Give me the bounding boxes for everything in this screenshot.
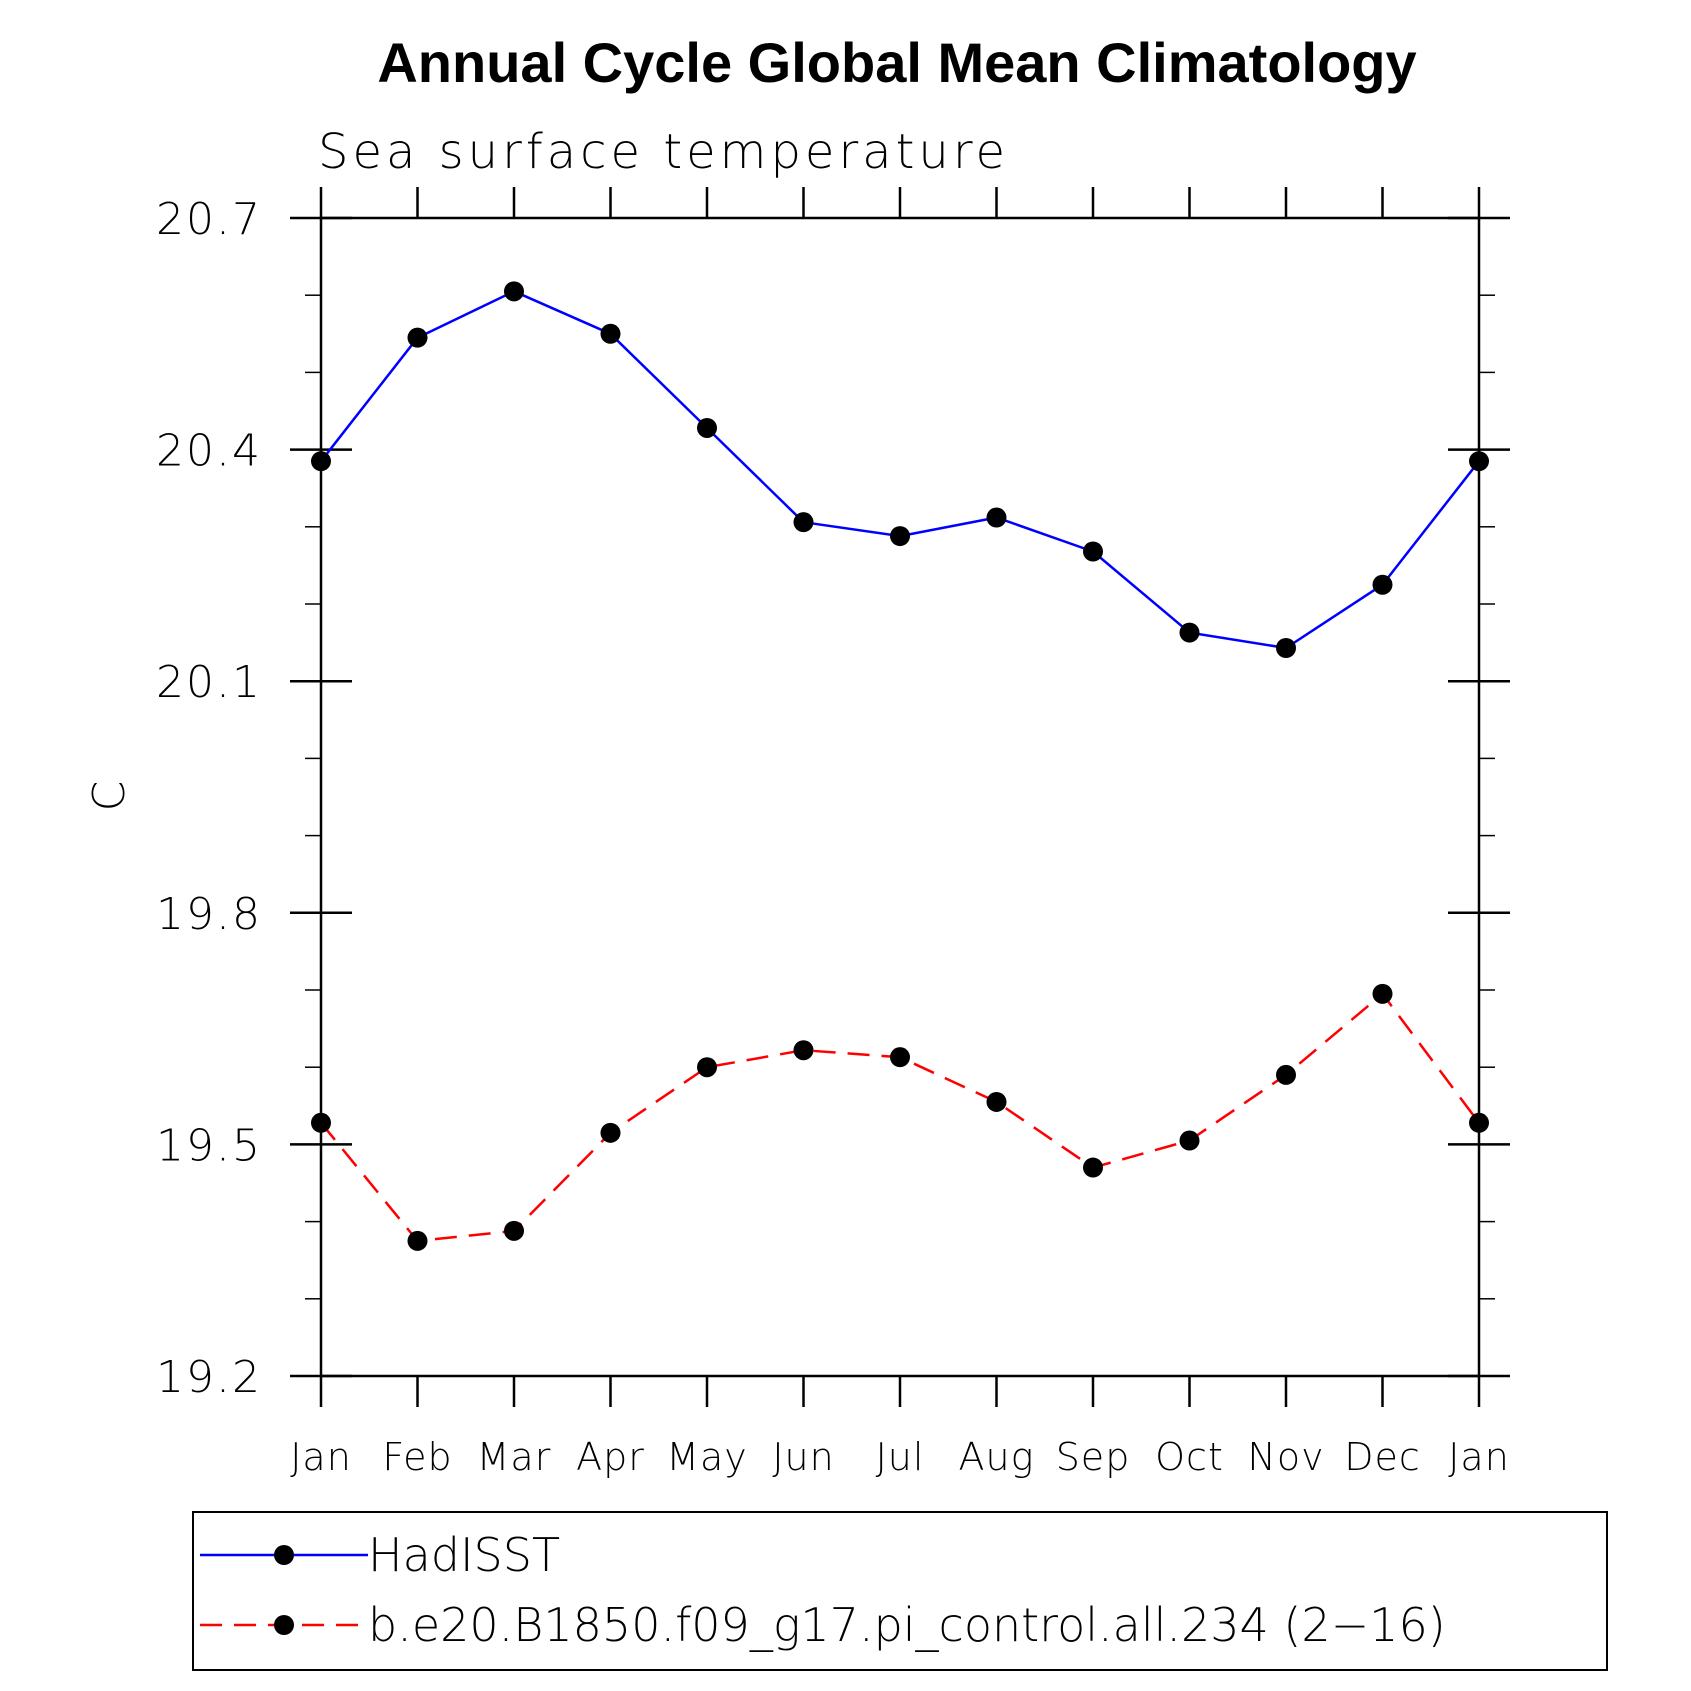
series-0-point	[890, 526, 910, 547]
x-axis-ticks: Jan Feb Mar Apr May Jun Jul Aug Sep Oct Nov Dec Jan	[290, 187, 1510, 1479]
legend-box	[192, 1511, 1608, 1671]
series-line-1	[320, 992, 1481, 1243]
y-tick-label: 19.5	[156, 1120, 262, 1171]
x-tick-label: Jan	[1448, 1435, 1510, 1479]
series-0-point	[1372, 574, 1393, 595]
series-0-point	[504, 281, 524, 302]
x-tick-label: Feb	[382, 1435, 452, 1479]
series-0-point	[600, 323, 621, 344]
series-1-point	[697, 1057, 717, 1078]
series-0-point	[1469, 451, 1489, 472]
series-1-point	[1179, 1130, 1200, 1151]
series-1-point	[1372, 983, 1393, 1004]
series-1-point	[504, 1220, 524, 1241]
y-axis-label: C	[84, 779, 135, 812]
series-0-point	[697, 417, 717, 438]
x-tick-label: Jul	[876, 1435, 925, 1479]
y-tick-label: 19.2	[156, 1352, 262, 1403]
series-0-point	[793, 512, 814, 533]
x-tick-label: Apr	[576, 1435, 645, 1479]
x-tick-label: May	[666, 1435, 748, 1479]
series-0-point	[1276, 638, 1296, 659]
legend-label-model: b.e20.B1850.f09_g17.pi_control.all.234 (…	[368, 1598, 1446, 1652]
series-0-point	[407, 327, 428, 348]
x-tick-label: Dec	[1344, 1435, 1421, 1479]
series-0-point	[1179, 622, 1200, 643]
y-tick-label: 19.8	[156, 889, 262, 940]
legend-label-hadisst: HadISST	[368, 1528, 560, 1582]
y-tick-label: 20.4	[156, 426, 262, 477]
series-1-point	[1276, 1064, 1296, 1085]
series-layer	[311, 281, 1489, 1251]
x-tick-label: Aug	[959, 1435, 1035, 1479]
series-1-point	[600, 1122, 621, 1143]
x-tick-label: Mar	[477, 1435, 552, 1479]
x-tick-label: Jun	[772, 1435, 834, 1479]
x-tick-label: Oct	[1155, 1435, 1224, 1479]
legend-marker-hadisst	[274, 1545, 294, 1565]
legend-marker-model	[274, 1615, 294, 1635]
x-tick-label: Nov	[1247, 1435, 1324, 1479]
chart-title: Annual Cycle Global Mean Climatology	[377, 31, 1416, 94]
y-tick-label: 20.1	[156, 657, 262, 708]
y-axis-ticks: 19.2 19.5 19.8 20.1 20.4 20.7	[156, 194, 1510, 1403]
plot-frame	[319, 216, 1481, 1378]
chart-subtitle: Sea surface temperature	[318, 124, 1009, 180]
series-0-point	[986, 507, 1007, 528]
series-1-point	[311, 1112, 331, 1133]
series-1-point	[986, 1091, 1007, 1112]
series-1-point	[1469, 1112, 1489, 1133]
legend: HadISST b.e20.B1850.f09_g17.pi_control.a…	[192, 1511, 1608, 1671]
y-tick-label: 20.7	[156, 194, 262, 245]
series-1-point	[407, 1230, 428, 1251]
x-tick-label: Sep	[1056, 1435, 1131, 1479]
series-0-point	[311, 451, 331, 472]
series-1-point	[890, 1047, 910, 1068]
series-0-point	[1083, 541, 1103, 562]
series-1-point	[793, 1040, 814, 1061]
series-line-0	[320, 290, 1480, 650]
series-1-point	[1083, 1157, 1103, 1178]
x-tick-label: Jan	[290, 1435, 352, 1479]
